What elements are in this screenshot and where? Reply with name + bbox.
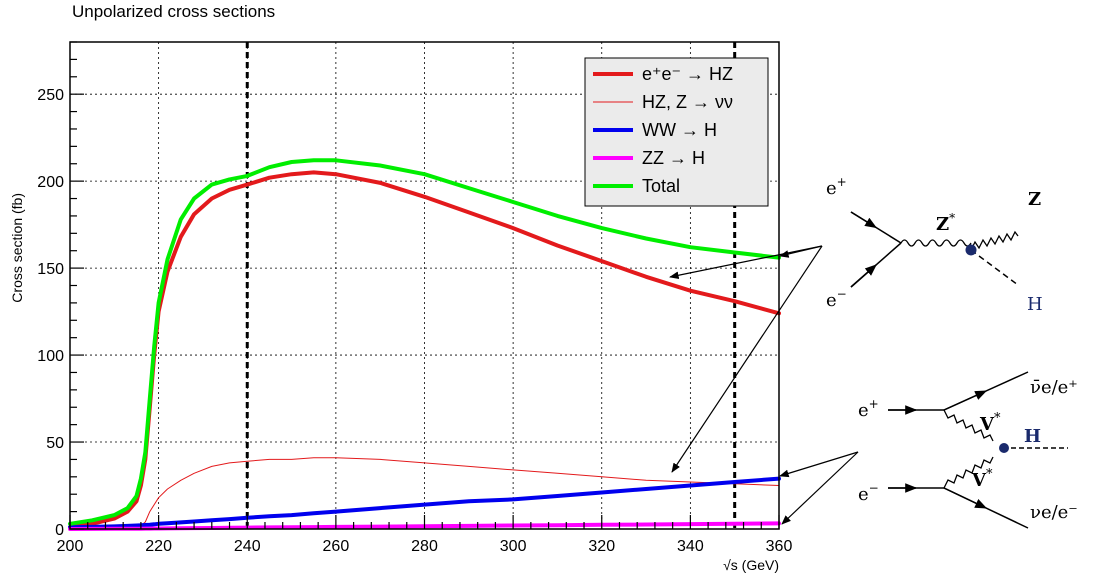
x-tick-label: 300	[500, 538, 527, 555]
x-tick-label: 360	[766, 538, 793, 555]
label-vbf-h: H	[1024, 426, 1041, 447]
x-axis-label: √s (GeV)	[723, 557, 779, 573]
y-tick-label: 150	[37, 261, 64, 278]
legend-item: ZZ → H	[593, 148, 705, 168]
x-tick-label: 280	[411, 538, 438, 555]
y-tick-label: 200	[37, 174, 64, 191]
x-tick-label: 240	[234, 538, 261, 555]
legend-item: e⁺e⁻ → HZ	[593, 64, 733, 84]
legend-label: Total	[642, 176, 680, 196]
series-line	[68, 170, 781, 530]
feynman-diagram-hz: e+ e− Z* Z H	[826, 175, 1043, 315]
feynman-diagram-vbf: e+ e− V* V* H ν̄e/e⁺ νe/e⁻	[858, 371, 1078, 529]
label-vbf-e-minus: e−	[858, 481, 879, 505]
y-tick-label: 50	[46, 435, 64, 452]
x-tick-label: 220	[145, 538, 172, 555]
arrow-to-ww	[779, 451, 859, 478]
label-h: H	[1027, 294, 1043, 315]
arrow-to-total	[779, 245, 823, 258]
legend-label: WW → H	[642, 120, 717, 140]
x-tick-label: 260	[323, 538, 350, 555]
label-v-bottom: V*	[971, 467, 993, 491]
legend-label: e⁺e⁻ → HZ	[642, 64, 733, 84]
axis-ticks	[69, 41, 780, 530]
label-vbf-e-plus: e+	[858, 397, 879, 421]
x-tick-labels: 200 220 240 260 280 300 320 340 360	[57, 538, 793, 555]
y-tick-label: 0	[55, 522, 64, 539]
y-tick-label: 100	[37, 348, 64, 365]
label-out-top: ν̄e/e⁺	[1030, 377, 1078, 398]
legend-label: ZZ → H	[642, 148, 705, 168]
legend-item: HZ, Z → νν	[593, 92, 733, 112]
legend-label: HZ, Z → νν	[642, 92, 733, 112]
y-tick-label: 250	[37, 87, 64, 104]
x-tick-label: 320	[588, 538, 615, 555]
label-v-top: V*	[979, 411, 1001, 435]
label-z: Z	[1028, 189, 1041, 210]
arrow-to-hz-nunu	[671, 245, 823, 473]
arrow-to-hz	[669, 245, 823, 280]
series-lines	[68, 158, 781, 531]
label-e-plus: e+	[826, 175, 847, 199]
label-e-minus: e−	[826, 287, 847, 311]
x-tick-label: 200	[57, 538, 84, 555]
legend-item: Total	[593, 176, 680, 196]
annotation-arrows	[669, 245, 859, 525]
legend-item: WW → H	[593, 120, 717, 140]
y-axis-label: Cross section (fb)	[9, 193, 25, 303]
x-tick-label: 340	[677, 538, 704, 555]
series-line	[68, 476, 781, 530]
arrow-to-zz	[781, 451, 859, 525]
chart-title: Unpolarized cross sections	[72, 2, 275, 21]
y-tick-labels: 0 50 100 150 200 250	[37, 87, 64, 539]
label-out-bottom: νe/e⁻	[1030, 502, 1078, 523]
series-line	[68, 158, 781, 526]
label-z-star: Z*	[936, 211, 955, 235]
legend: e⁺e⁻ → HZ HZ, Z → νν WW → H ZZ → H Total	[584, 57, 769, 207]
